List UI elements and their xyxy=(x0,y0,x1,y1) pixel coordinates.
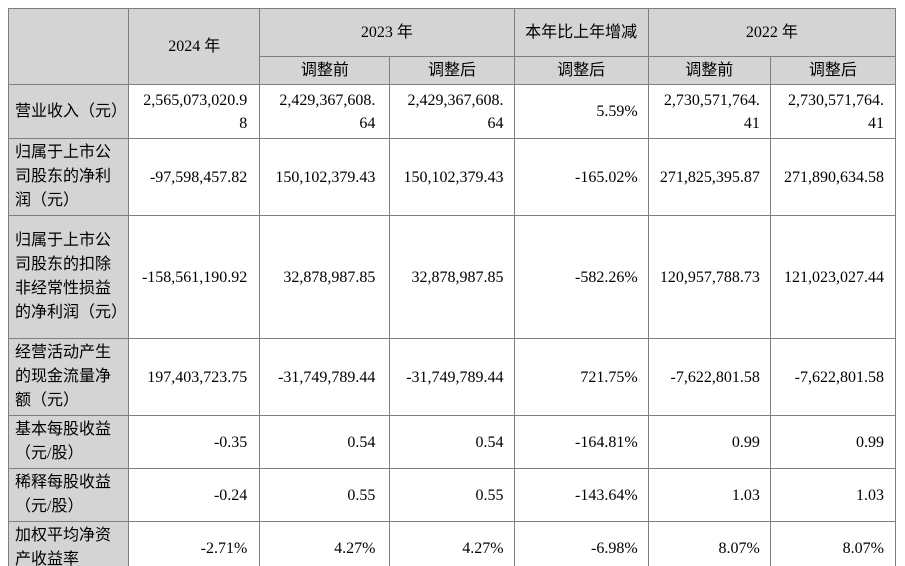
cell-2024: -97,598,457.82 xyxy=(128,138,261,217)
cell-2024: -0.24 xyxy=(128,468,261,523)
cell-2024: 2,565,073,020.98 xyxy=(128,84,261,140)
row-label: 经营活动产生的现金流量净额（元） xyxy=(7,338,130,417)
cell-2023-post: 150,102,379.43 xyxy=(389,138,515,217)
cell-2023-pre: 32,878,987.85 xyxy=(259,215,391,340)
cell-2023-pre: 2,429,367,608.64 xyxy=(259,84,391,140)
cell-2022-pre: 1.03 xyxy=(647,468,771,523)
subheader-2022-post-adjust: 调整后 xyxy=(769,55,897,86)
row-label: 稀释每股收益（元/股） xyxy=(7,468,130,523)
cell-2023-pre: 4.27% xyxy=(259,521,391,566)
cell-2023-pre: 0.55 xyxy=(259,468,391,523)
table-row-diluted-eps: 稀释每股收益（元/股） -0.24 0.55 0.55 -143.64% 1.0… xyxy=(7,468,897,523)
table-row-net-profit-excl-nonrecurring: 归属于上市公司股东的扣除非经常性损益的净利润（元） -158,561,190.9… xyxy=(7,215,897,340)
cell-2022-post: -7,622,801.58 xyxy=(769,338,897,417)
cell-change: 5.59% xyxy=(513,84,649,140)
cell-2022-post: 121,023,027.44 xyxy=(769,215,897,340)
cell-2022-pre: -7,622,801.58 xyxy=(647,338,771,417)
cell-2023-post: 0.54 xyxy=(389,415,515,470)
subheader-2022-pre-adjust: 调整前 xyxy=(647,55,771,86)
report-table-container: 2024 年 2023 年 本年比上年增减 2022 年 调整前 调整后 调整后… xyxy=(7,7,897,566)
table-row-basic-eps: 基本每股收益（元/股） -0.35 0.54 0.54 -164.81% 0.9… xyxy=(7,415,897,470)
header-row-groups: 2024 年 2023 年 本年比上年增减 2022 年 xyxy=(7,7,897,86)
row-label: 加权平均净资产收益率 xyxy=(7,521,130,566)
cell-2022-post: 271,890,634.58 xyxy=(769,138,897,217)
cell-2023-pre: 0.54 xyxy=(259,415,391,470)
cell-2022-post: 0.99 xyxy=(769,415,897,470)
cell-2024: -158,561,190.92 xyxy=(128,215,261,340)
table-row-net-profit: 归属于上市公司股东的净利润（元） -97,598,457.82 150,102,… xyxy=(7,138,897,217)
cell-2023-pre: 150,102,379.43 xyxy=(259,138,391,217)
header-corner-cell xyxy=(7,7,130,86)
row-label: 基本每股收益（元/股） xyxy=(7,415,130,470)
subheader-2023-pre-adjust: 调整前 xyxy=(259,55,391,86)
cell-2022-post: 2,730,571,764.41 xyxy=(769,84,897,140)
cell-change: -6.98% xyxy=(513,521,649,566)
cell-2022-pre: 120,957,788.73 xyxy=(647,215,771,340)
financial-summary-table: 2024 年 2023 年 本年比上年增减 2022 年 调整前 调整后 调整后… xyxy=(7,7,897,566)
cell-change: -165.02% xyxy=(513,138,649,217)
subheader-change-post-adjust: 调整后 xyxy=(513,55,649,86)
cell-2024: -0.35 xyxy=(128,415,261,470)
table-row-operating-cash-flow: 经营活动产生的现金流量净额（元） 197,403,723.75 -31,749,… xyxy=(7,338,897,417)
cell-2023-pre: -31,749,789.44 xyxy=(259,338,391,417)
cell-2024: 197,403,723.75 xyxy=(128,338,261,417)
row-label: 归属于上市公司股东的扣除非经常性损益的净利润（元） xyxy=(7,215,130,340)
row-label: 归属于上市公司股东的净利润（元） xyxy=(7,138,130,217)
header-row-subheaders: 调整前 调整后 调整后 调整前 调整后 xyxy=(9,55,897,86)
cell-2024: -2.71% xyxy=(128,521,261,566)
cell-2022-pre: 271,825,395.87 xyxy=(647,138,771,217)
header-2022: 2022 年 xyxy=(647,8,897,57)
cell-2023-post: 32,878,987.85 xyxy=(389,215,515,340)
cell-2022-pre: 0.99 xyxy=(647,415,771,470)
table-row-weighted-avg-roe: 加权平均净资产收益率 -2.71% 4.27% 4.27% -6.98% 8.0… xyxy=(7,521,897,566)
cell-change: -143.64% xyxy=(513,468,649,523)
cell-change: -582.26% xyxy=(513,215,649,340)
header-2023: 2023 年 xyxy=(259,8,515,57)
cell-2022-pre: 8.07% xyxy=(647,521,771,566)
header-2024: 2024 年 xyxy=(128,7,261,86)
cell-2023-post: 2,429,367,608.64 xyxy=(389,84,515,140)
table-row-revenue: 营业收入（元） 2,565,073,020.98 2,429,367,608.6… xyxy=(7,84,897,140)
cell-change: 721.75% xyxy=(513,338,649,417)
cell-change: -164.81% xyxy=(513,415,649,470)
subheader-2023-post-adjust: 调整后 xyxy=(389,55,515,86)
cell-2023-post: -31,749,789.44 xyxy=(389,338,515,417)
cell-2023-post: 0.55 xyxy=(389,468,515,523)
header-change-vs-prior-year: 本年比上年增减 xyxy=(513,8,649,57)
cell-2022-post: 8.07% xyxy=(769,521,897,566)
cell-2023-post: 4.27% xyxy=(389,521,515,566)
row-label: 营业收入（元） xyxy=(7,84,130,140)
cell-2022-pre: 2,730,571,764.41 xyxy=(647,84,771,140)
cell-2022-post: 1.03 xyxy=(769,468,897,523)
